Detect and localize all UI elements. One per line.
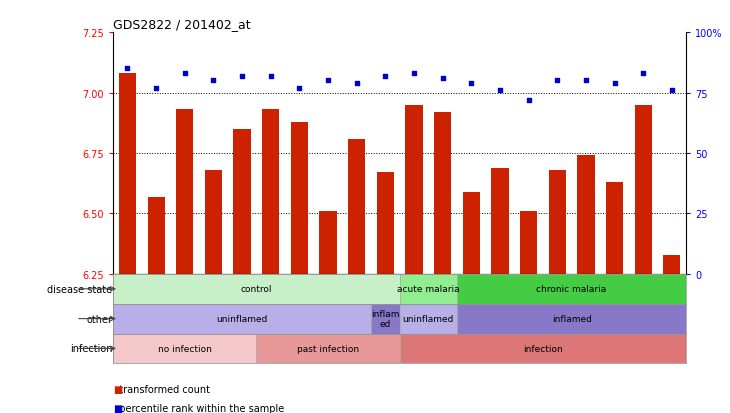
Text: inflamed: inflamed [552,314,591,323]
Bar [256,334,400,363]
Bar [405,105,423,274]
Bar [457,304,686,334]
Bar [520,211,537,274]
Bar [119,74,136,274]
Point [265,73,277,80]
Text: ■: ■ [113,384,123,394]
Point [150,85,162,92]
Point [293,85,305,92]
Text: no infection: no infection [158,344,212,353]
Bar [664,255,680,274]
Bar [262,110,280,274]
Point [207,78,219,85]
Text: infection: infection [523,344,563,353]
Text: uninflamed: uninflamed [403,314,454,323]
Bar [291,122,308,274]
Point [122,66,134,73]
Point [609,81,620,87]
Bar [400,334,686,363]
Bar [371,304,400,334]
Bar [549,171,566,274]
Text: ■: ■ [113,403,123,413]
Point [494,88,506,94]
Bar [457,274,686,304]
Text: uninflamed: uninflamed [216,314,268,323]
Bar [205,171,222,274]
Point [523,97,534,104]
Bar [634,105,652,274]
Text: disease state: disease state [47,284,112,294]
Bar [400,274,457,304]
Point [666,88,677,94]
Bar [491,168,509,274]
Bar [147,197,165,274]
Bar [113,334,256,363]
Bar [577,156,594,274]
Point [408,71,420,77]
Point [637,71,649,77]
Text: percentile rank within the sample: percentile rank within the sample [113,403,285,413]
Bar [606,183,623,274]
Bar [377,173,394,274]
Bar [113,304,371,334]
Point [322,78,334,85]
Text: GDS2822 / 201402_at: GDS2822 / 201402_at [113,17,251,31]
Point [580,78,592,85]
Point [179,71,191,77]
Text: other: other [87,314,112,324]
Bar [234,130,250,274]
Text: control: control [241,285,272,294]
Bar [113,274,400,304]
Bar [463,192,480,274]
Bar [348,139,365,274]
Bar [434,113,451,274]
Text: infection: infection [70,344,112,354]
Bar [400,304,457,334]
Point [551,78,563,85]
Text: chronic malaria: chronic malaria [537,285,607,294]
Bar [176,110,193,274]
Point [237,73,248,80]
Bar [320,211,337,274]
Text: transformed count: transformed count [113,384,210,394]
Text: inflam
ed: inflam ed [371,309,399,328]
Text: acute malaria: acute malaria [397,285,460,294]
Text: past infection: past infection [297,344,359,353]
Point [380,73,391,80]
Point [466,81,477,87]
Point [351,81,363,87]
Point [437,76,448,82]
